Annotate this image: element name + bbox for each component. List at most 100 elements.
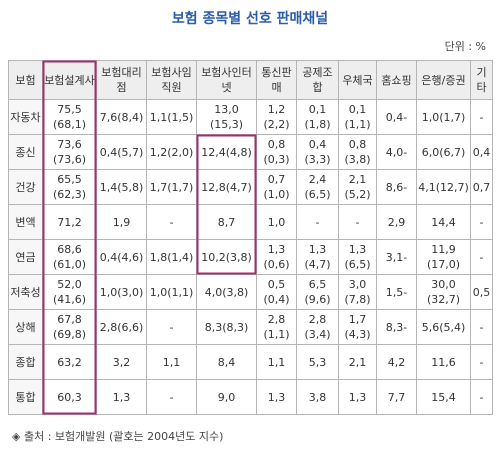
table-cell: 67,8(69,8) [42,309,97,345]
row-header: 건강 [8,169,43,205]
table-row: 통합 60,3 1,3-9,0 1,3 3,8 1,3 7,7 15,4- [8,379,493,415]
table-cell: 0,8(0,3) [256,134,297,170]
table-cell: 2,8(3,4) [296,309,339,345]
row-header: 자동차 [8,99,43,135]
table-cell: 3,0(7,8) [338,274,377,310]
row-header: 연금 [8,239,43,275]
table-cell: 6,5(9,6) [296,274,339,310]
table-cell: 3,1- [376,239,417,275]
row-header: 변액 [8,204,43,240]
table-cell: 4,0- [376,134,417,170]
table-cell: - [470,379,493,415]
table-cell: 8,3- [376,309,417,345]
table-cell: 8,6- [376,169,417,205]
table-cell: 63,2 [42,344,97,380]
table-cell: 1,7(4,3) [338,309,377,345]
table-cell: - [296,204,339,240]
table-cell: 1,2(2,0) [146,134,197,170]
table-cell: 8,3(8,3) [196,309,257,345]
table-cell: - [146,204,197,240]
table-cell: 0,8(3,8) [338,134,377,170]
table-cell: 1,0 [256,204,297,240]
table-cell: 0,4- [376,99,417,135]
table-row: 자동차 75,5(68,1) 7,6(8,4) 1,1(1,5) 13,0(15,3) 1… [8,99,493,135]
table-cell: 1,0(1,7) [416,99,471,135]
table-cell: 2,1 [338,344,377,380]
table-cell: 1,4(5,8) [96,169,147,205]
table-cell: - [470,309,493,345]
table-cell: 0,4(4,6) [96,239,147,275]
table-cell: 1,3(0,6) [256,239,297,275]
table-cell: 5,6(5,4) [416,309,471,345]
table-cell: 30,0(32,7) [416,274,471,310]
table-cell: 0,5 [470,274,493,310]
table-cell: 1,3(6,5) [338,239,377,275]
table-cell: 68,6(61,0) [42,239,97,275]
table-row: 종합 63,2 3,2 1,1 8,4 1,1 5,3 2,1 4,2 11,6- [8,344,493,380]
table-row: 상해 67,8(69,8) 2,8(6,6) -8,3(8,3) 2,8(1,1) 2,8… [8,309,493,345]
column-header: 보험사임직원 [146,60,197,100]
table-row: 변액 71,2 1,9-8,7 1,0- -2,9 14,4- [8,204,493,240]
table-cell: 1,0(1,1) [146,274,197,310]
table-cell: 1,3 [338,379,377,415]
table-cell: 4,1(12,7) [416,169,471,205]
column-header: 공제조합 [296,60,339,100]
table-cell: 1,3 [96,379,147,415]
table-cell: 8,4 [196,344,257,380]
table-cell: 2,8(6,6) [96,309,147,345]
column-header: 보험 [8,60,43,100]
row-header: 저축성 [8,274,43,310]
table-cell: 3,2 [96,344,147,380]
table-cell: 12,4(4,8) [196,134,257,170]
table-cell: 65,5(62,3) [42,169,97,205]
unit: 단위 : % [444,40,486,53]
table-cell: 2,9 [376,204,417,240]
table-cell: 11,6 [416,344,471,380]
table-cell: 71,2 [42,204,97,240]
table-cell: 7,7 [376,379,417,415]
table-cell: - [470,239,493,275]
table-body: 자동차 75,5(68,1) 7,6(8,4) 1,1(1,5) 13,0(15,3) 1… [8,99,493,415]
table-cell: 1,2(2,2) [256,99,297,135]
table-cell: 1,0(3,0) [96,274,147,310]
table-cell: - [470,344,493,380]
table-cell: 75,5(68,1) [42,99,97,135]
table-cell: 7,6(8,4) [96,99,147,135]
row-header: 종합 [8,344,43,380]
table-cell: 2,1(5,2) [338,169,377,205]
table-row: 종신 73,6(73,6) 0,4(5,7) 1,2(2,0) 12,4(4,8) 0,8… [8,134,493,170]
table-cell: 13,0(15,3) [196,99,257,135]
table-cell: - [470,204,493,240]
table-cell: 1,5- [376,274,417,310]
table-cell: 4,0(3,8) [196,274,257,310]
column-header: 통신판매 [256,60,297,100]
table-cell: 73,6(73,6) [42,134,97,170]
table-cell: 8,7 [196,204,257,240]
table-cell: 6,0(6,7) [416,134,471,170]
table-cell: 3,8 [296,379,339,415]
table-cell: 2,4(6,5) [296,169,339,205]
table-cell: 11,9(17,0) [416,239,471,275]
column-header: 은행/증권 [416,60,471,100]
table-cell: 15,4 [416,379,471,415]
table: 보험 보험설계사 보험대리점 보험사임직원 보험사인터넷 통신판매 공제조합 우체국 홈쇼핑 은행… [8,60,493,415]
table-cell: 1,1 [146,344,197,380]
table-cell: - [470,99,493,135]
column-header: 우체국 [338,60,377,100]
table-cell: 14,4 [416,204,471,240]
table-cell: 0,7(1,0) [256,169,297,205]
table-cell: 1,3(4,7) [296,239,339,275]
row-header: 통합 [8,379,43,415]
table-row: 연금 68,6(61,0) 0,4(4,6) 1,8(1,4) 10,2(3,8) 1,3… [8,239,493,275]
table-cell: 1,1 [256,344,297,380]
column-header: 보험사인터넷 [196,60,257,100]
table-cell: 52,0(41,6) [42,274,97,310]
column-header: 보험대리점 [96,60,147,100]
table-cell: 1,3 [256,379,297,415]
table-cell: 1,9 [96,204,147,240]
table-cell: 4,2 [376,344,417,380]
column-header: 보험설계사 [42,60,97,100]
table-row: 건강 65,5(62,3) 1,4(5,8) 1,7(1,7) 12,8(4,7) 0,7… [8,169,493,205]
table-cell: 60,3 [42,379,97,415]
table-cell: 2,8(1,1) [256,309,297,345]
